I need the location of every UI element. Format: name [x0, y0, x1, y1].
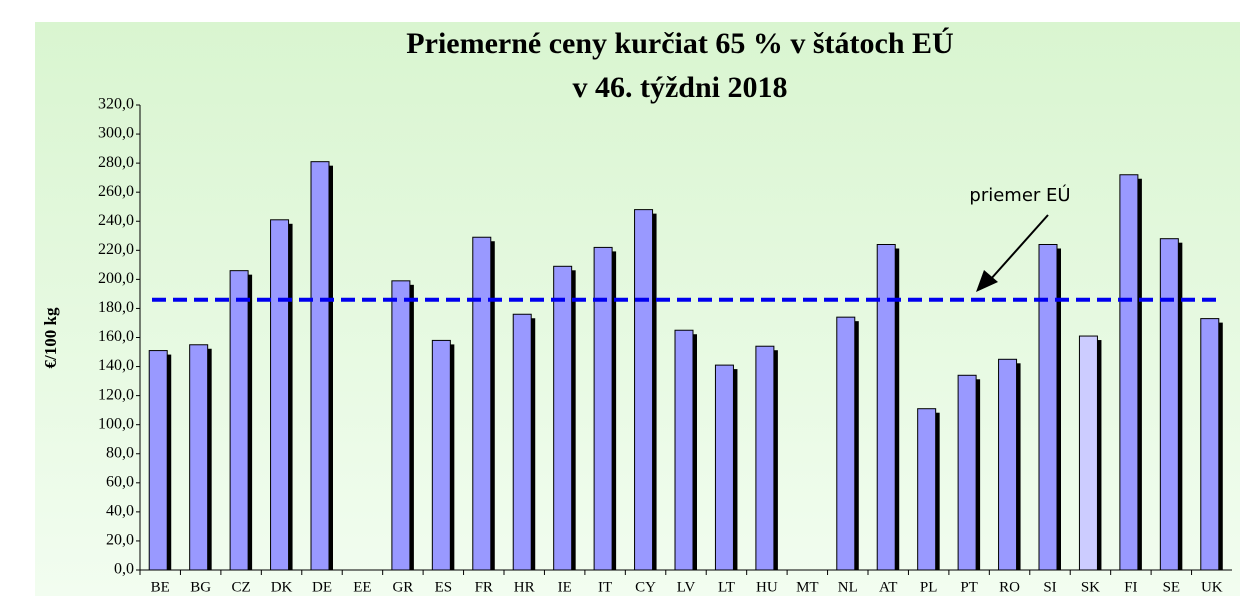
x-tick-label: GR — [392, 579, 413, 595]
bar — [229, 270, 249, 571]
y-tick-label: 260,0 — [98, 183, 134, 200]
x-tick-label: SE — [1163, 579, 1181, 595]
y-tick-label: 20,0 — [106, 532, 134, 549]
bar — [189, 344, 209, 571]
y-tick-label: 120,0 — [98, 386, 134, 403]
x-tick-label: EE — [353, 579, 371, 595]
x-tick-label: UK — [1201, 579, 1223, 595]
y-tick-label: 100,0 — [98, 415, 134, 432]
x-tick-label: LV — [677, 579, 696, 595]
x-tick-label: MT — [796, 579, 819, 595]
x-tick-label: CZ — [232, 579, 251, 595]
bar — [593, 246, 613, 571]
chart-title: Priemerné ceny kurčiat 65 % v štátoch EÚ — [406, 27, 953, 60]
bar — [714, 364, 734, 571]
bar — [957, 374, 977, 571]
bar — [674, 329, 694, 571]
x-tick-label: HU — [756, 579, 778, 595]
x-tick-label: SI — [1043, 579, 1056, 595]
y-tick-label: 40,0 — [106, 503, 134, 520]
x-tick-label: IT — [598, 579, 612, 595]
average-label: priemer EÚ — [969, 184, 1070, 206]
y-tick-label: 180,0 — [98, 299, 134, 316]
y-tick-label: 60,0 — [106, 473, 134, 490]
y-tick-label: 80,0 — [106, 444, 134, 461]
bar — [998, 358, 1018, 571]
bar — [634, 209, 654, 571]
y-tick-label: 140,0 — [98, 357, 134, 374]
bar — [876, 244, 896, 571]
y-tick-label: 320,0 — [98, 96, 134, 113]
x-tick-label: NL — [838, 579, 858, 595]
x-tick-label: AT — [879, 579, 897, 595]
bar — [391, 280, 411, 571]
bar — [310, 161, 330, 571]
x-tick-label: IE — [558, 579, 572, 595]
bar — [1159, 238, 1179, 571]
x-tick-label: DE — [312, 579, 332, 595]
x-tick-label: PL — [920, 579, 938, 595]
bar — [472, 236, 492, 571]
x-tick-label: DK — [271, 579, 293, 595]
bar — [1119, 174, 1139, 571]
bar — [431, 339, 451, 571]
bar — [1038, 244, 1058, 571]
y-tick-label: 280,0 — [98, 154, 134, 171]
y-tick-label: 200,0 — [98, 270, 134, 287]
bar — [1078, 335, 1098, 571]
x-tick-label: BE — [151, 579, 170, 595]
bar — [1200, 318, 1220, 571]
y-axis-label: €/100 kg — [41, 307, 60, 368]
bar — [836, 316, 856, 571]
y-tick-label: 0,0 — [114, 561, 134, 578]
bar — [512, 313, 532, 571]
x-tick-label: FI — [1124, 579, 1137, 595]
bar — [270, 219, 290, 571]
bar — [755, 345, 775, 571]
bar — [917, 408, 937, 571]
x-tick-label: BG — [190, 579, 211, 595]
x-tick-label: LT — [718, 579, 735, 595]
chart-subtitle: v 46. týždni 2018 — [572, 71, 787, 104]
x-tick-label: CY — [635, 579, 656, 595]
y-tick-label: 300,0 — [98, 125, 134, 142]
x-tick-label: PT — [960, 579, 978, 595]
annotation-arrowhead — [976, 270, 998, 292]
y-tick-label: 220,0 — [98, 241, 134, 258]
x-tick-label: FR — [475, 579, 493, 595]
bar — [148, 350, 168, 571]
bar — [553, 265, 573, 571]
x-tick-label: ES — [435, 579, 453, 595]
y-tick-label: 160,0 — [98, 328, 134, 345]
annotation-arrow — [989, 214, 1049, 281]
x-tick-label: RO — [999, 579, 1020, 595]
x-tick-label: HR — [514, 579, 535, 595]
y-tick-label: 240,0 — [98, 212, 134, 229]
x-tick-label: SK — [1081, 579, 1100, 595]
